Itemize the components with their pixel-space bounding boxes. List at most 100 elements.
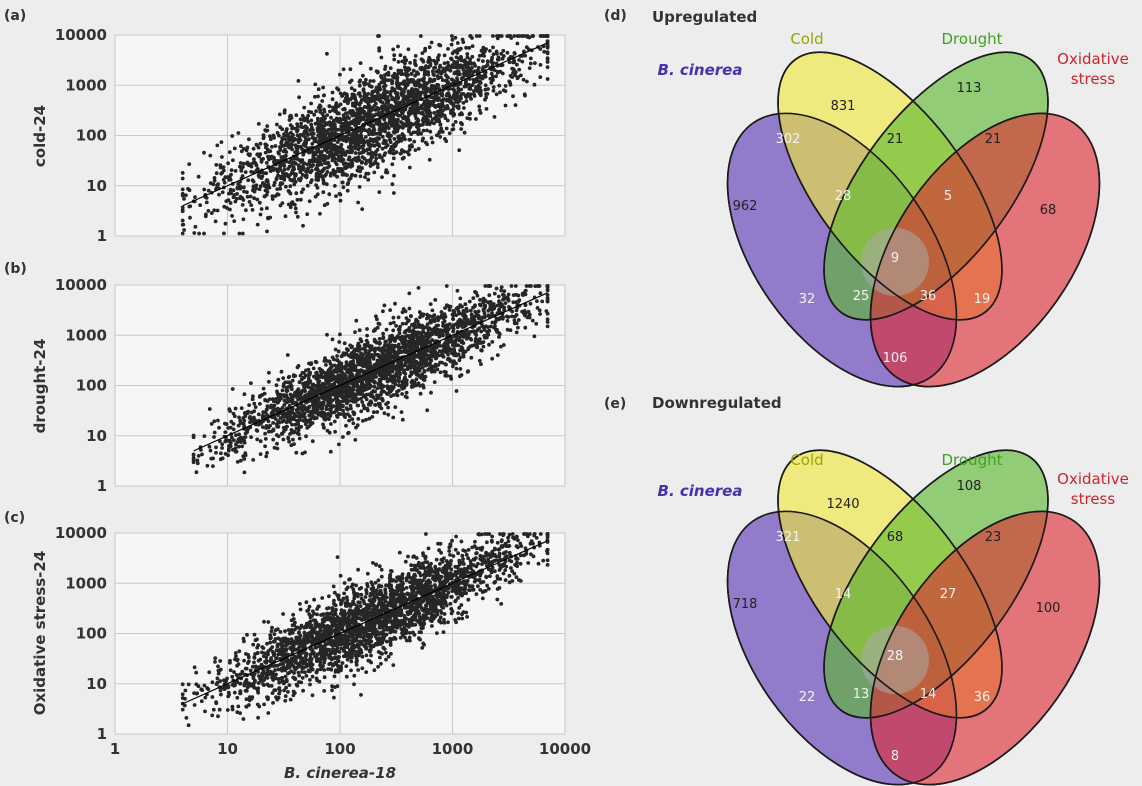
scatter-point bbox=[219, 451, 223, 456]
scatter-point bbox=[392, 87, 397, 92]
scatter-point bbox=[305, 130, 309, 135]
scatter-point bbox=[375, 165, 380, 170]
scatter-point bbox=[425, 102, 430, 107]
scatter-point bbox=[444, 106, 448, 111]
scatter-point bbox=[386, 412, 391, 417]
scatter-point bbox=[292, 177, 297, 181]
scatter-point bbox=[242, 435, 247, 440]
scatter-point bbox=[430, 117, 435, 122]
scatter-point bbox=[229, 168, 234, 173]
scatter-point bbox=[236, 423, 241, 428]
scatter-point bbox=[297, 380, 302, 385]
scatter-point bbox=[490, 340, 495, 344]
scatter-point bbox=[294, 450, 299, 455]
scatter-point bbox=[358, 169, 363, 174]
scatter-point bbox=[425, 142, 429, 147]
scatter-point bbox=[230, 134, 235, 138]
scatter-point bbox=[407, 137, 412, 142]
scatter-point bbox=[491, 85, 496, 89]
scatter-point bbox=[545, 44, 550, 49]
scatter-point bbox=[212, 178, 217, 183]
scatter-point bbox=[468, 57, 472, 62]
scatter-point bbox=[316, 87, 321, 92]
scatter-point bbox=[321, 93, 326, 98]
scatter-point bbox=[455, 90, 460, 95]
scatter-point bbox=[523, 53, 528, 58]
scatter-point bbox=[390, 97, 395, 102]
scatter-point bbox=[322, 166, 327, 171]
scatter-point bbox=[356, 403, 361, 408]
scatter-point bbox=[290, 170, 294, 175]
scatter-point bbox=[382, 117, 387, 122]
scatter-point bbox=[293, 173, 298, 178]
scatter-point bbox=[397, 136, 402, 141]
scatter-point bbox=[496, 294, 501, 299]
scatter-point bbox=[260, 174, 265, 179]
scatter-point bbox=[300, 125, 305, 130]
scatter-point bbox=[261, 386, 266, 391]
scatter-point bbox=[387, 356, 392, 361]
scatter-point bbox=[273, 144, 278, 148]
scatter-point bbox=[490, 311, 494, 315]
scatter-point bbox=[291, 437, 295, 442]
scatter-point bbox=[292, 412, 297, 416]
scatter-point bbox=[379, 112, 384, 116]
scatter-point bbox=[425, 128, 429, 133]
scatter-point bbox=[394, 73, 398, 78]
scatter-point bbox=[394, 150, 399, 155]
scatter-point bbox=[196, 454, 201, 458]
scatter-point bbox=[343, 394, 348, 398]
scatter-point bbox=[532, 82, 537, 87]
scatter-point bbox=[489, 60, 494, 64]
scatter-point bbox=[502, 307, 507, 312]
scatter-point bbox=[445, 303, 449, 308]
scatter-point bbox=[255, 152, 260, 157]
scatter-point bbox=[301, 418, 306, 423]
scatter-point bbox=[265, 451, 269, 455]
scatter-point bbox=[519, 34, 524, 38]
scatter-point bbox=[268, 166, 272, 171]
scatter-point bbox=[442, 369, 447, 374]
scatter-point bbox=[234, 449, 239, 454]
scatter-point bbox=[403, 137, 407, 142]
y-tick-label: 10000 bbox=[55, 26, 107, 44]
scatter-point bbox=[202, 231, 206, 236]
scatter-point bbox=[432, 73, 436, 77]
scatter-point bbox=[429, 84, 434, 89]
scatter-point bbox=[488, 324, 493, 329]
scatter-point bbox=[413, 121, 418, 126]
scatter-point bbox=[315, 192, 320, 197]
scatter-point bbox=[384, 72, 389, 76]
scatter-point bbox=[281, 384, 286, 389]
scatter-point bbox=[184, 193, 188, 198]
scatter-point bbox=[500, 63, 505, 67]
scatter-point bbox=[353, 136, 358, 141]
scatter-point bbox=[265, 179, 270, 184]
scatter-point bbox=[506, 292, 511, 297]
scatter-point bbox=[288, 177, 293, 182]
scatter-point bbox=[396, 315, 401, 320]
scatter-point bbox=[432, 348, 436, 353]
scatter-point bbox=[338, 120, 343, 125]
scatter-point bbox=[375, 394, 380, 399]
scatter-point bbox=[346, 181, 351, 185]
scatter-point bbox=[292, 137, 297, 141]
scatter-point bbox=[391, 130, 396, 134]
scatter-point bbox=[217, 192, 221, 197]
scatter-point bbox=[263, 437, 268, 441]
scatter-point bbox=[367, 416, 372, 421]
scatter-point bbox=[393, 405, 398, 409]
scatter-point bbox=[341, 138, 346, 143]
scatter-point bbox=[397, 376, 401, 381]
scatter-point bbox=[245, 190, 249, 195]
scatter-point bbox=[351, 92, 356, 97]
scatter-point bbox=[237, 415, 241, 420]
scatter-point bbox=[368, 164, 373, 168]
scatter-point bbox=[307, 413, 312, 418]
scatter-point bbox=[311, 152, 316, 157]
scatter-point bbox=[294, 210, 298, 215]
scatter-point bbox=[360, 136, 364, 141]
scatter-point bbox=[460, 304, 464, 309]
scatter-point bbox=[449, 65, 454, 69]
scatter-point bbox=[444, 284, 449, 288]
